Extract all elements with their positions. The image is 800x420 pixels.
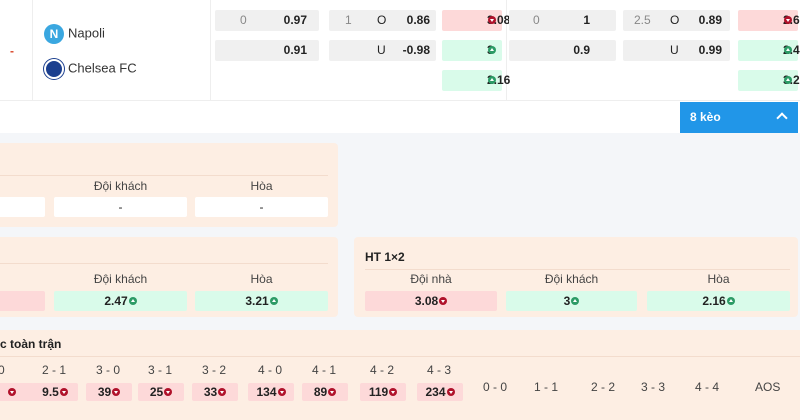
- arrow-down-icon: [328, 388, 337, 396]
- ou-cell[interactable]: U -0.98: [329, 40, 436, 61]
- odds-home[interactable]: [0, 291, 45, 311]
- score-column: -: [0, 0, 33, 100]
- divider: [506, 0, 507, 100]
- match-row: - N Napoli Chelsea FC 0 0.97 1 O 0.86 3.08 0…: [0, 0, 800, 133]
- label-home: Đội nhà: [410, 272, 452, 286]
- arrow-down-icon: [7, 388, 16, 396]
- arrow-up-icon: [488, 46, 496, 54]
- chevron-up-icon: [776, 112, 788, 124]
- score-odds[interactable]: 9.5: [32, 383, 78, 401]
- ht-x12-cell[interactable]: 3.21: [738, 70, 800, 91]
- odds-draw[interactable]: 3.21: [195, 291, 328, 311]
- score-odds[interactable]: 33: [192, 383, 238, 401]
- ou-cell[interactable]: 1 O 0.86: [329, 10, 436, 31]
- label-away: Đội khách: [93, 272, 148, 286]
- arrow-down-icon: [488, 16, 496, 24]
- odds-away[interactable]: -: [54, 197, 187, 217]
- label-away: Đội khách: [544, 272, 599, 286]
- arrow-up-icon: [128, 297, 137, 305]
- odds-away[interactable]: 2.47: [54, 291, 187, 311]
- score-odds[interactable]: 25: [138, 383, 184, 401]
- arrow-down-icon: [784, 16, 792, 24]
- score-odds[interactable]: 89: [302, 383, 348, 401]
- score-odds[interactable]: [0, 383, 34, 401]
- arrow-up-icon: [784, 76, 792, 84]
- score-odds[interactable]: 134: [248, 383, 294, 401]
- odds-away[interactable]: 3: [506, 291, 637, 311]
- x12-cell[interactable]: 2.16: [442, 70, 510, 91]
- score-odds[interactable]: 39: [86, 383, 132, 401]
- market-card: Đội khách 2.47 Hòa 3.21: [0, 237, 338, 317]
- score-label: 3 - 1: [148, 363, 173, 377]
- score-label: 3 - 0: [96, 363, 121, 377]
- label-draw: Hòa: [707, 272, 730, 286]
- market-card: Đội khách - Hòa -: [0, 143, 338, 227]
- score-label: 4 - 3: [427, 363, 452, 377]
- away-team-name: Chelsea FC: [68, 60, 137, 76]
- home-team[interactable]: N Napoli: [44, 24, 105, 44]
- ht-x12-cell[interactable]: 2.6: [738, 10, 800, 31]
- draw-score-label: 4 - 4: [695, 380, 720, 394]
- draw-score-label: AOS: [755, 380, 781, 394]
- label-draw: Hòa: [250, 272, 273, 286]
- divider: [0, 175, 328, 176]
- home-team-name: Napoli: [68, 25, 105, 41]
- x12-cell[interactable]: 3.08: [442, 10, 510, 31]
- score-label: 4 - 1: [312, 363, 337, 377]
- arrow-down-icon: [439, 297, 448, 305]
- away-team[interactable]: Chelsea FC: [44, 59, 137, 79]
- ht-1x2-card: HT 1×2 Đội nhà 3.08 Đội khách 3 Hòa 2.16: [354, 237, 798, 317]
- score-label: 0: [0, 363, 5, 377]
- x12-cell[interactable]: 3: [442, 40, 502, 61]
- ht-x12-cell[interactable]: 2.47: [738, 40, 800, 61]
- chelsea-logo-icon: [44, 59, 64, 79]
- divider: [0, 100, 800, 101]
- divider: [365, 269, 790, 270]
- score-separator: -: [10, 44, 14, 58]
- odds-box[interactable]: [0, 197, 45, 217]
- draw-score-label: 3 - 3: [641, 380, 666, 394]
- more-odds-label: 8 kèo: [690, 110, 721, 124]
- odds-draw[interactable]: 2.16: [647, 291, 790, 311]
- arrow-down-icon: [59, 388, 68, 396]
- arrow-down-icon: [218, 388, 227, 396]
- score-label: 2 - 1: [42, 363, 67, 377]
- odds-home[interactable]: 3.08: [365, 291, 497, 311]
- score-odds[interactable]: 119: [360, 383, 406, 401]
- odds-draw[interactable]: -: [195, 197, 328, 217]
- arrow-up-icon: [488, 76, 496, 84]
- label-away: Đội khách: [93, 179, 148, 193]
- arrow-up-icon: [571, 297, 580, 305]
- draw-score-label: 2 - 2: [591, 380, 616, 394]
- ht-ou-cell[interactable]: U 0.99: [623, 40, 730, 61]
- score-label: 4 - 2: [370, 363, 395, 377]
- arrow-up-icon: [784, 46, 792, 54]
- score-odds[interactable]: 234: [417, 383, 463, 401]
- draw-score-label: 1 - 1: [534, 380, 559, 394]
- arrow-up-icon: [269, 297, 278, 305]
- napoli-logo-icon: N: [44, 24, 64, 44]
- divider: [0, 356, 800, 357]
- teams-column[interactable]: N Napoli Chelsea FC: [34, 0, 211, 100]
- label-draw: Hòa: [250, 179, 273, 193]
- hcp-cell[interactable]: 0 0.97: [215, 10, 319, 31]
- score-label: 4 - 0: [258, 363, 283, 377]
- card-title: HT 1×2: [365, 250, 405, 264]
- arrow-down-icon: [112, 388, 121, 396]
- arrow-down-icon: [446, 388, 455, 396]
- draw-score-label: 0 - 0: [483, 380, 508, 394]
- more-odds-button[interactable]: 8 kèo: [680, 102, 798, 133]
- hcp-cell[interactable]: 0.91: [215, 40, 319, 61]
- arrow-down-icon: [389, 388, 398, 396]
- arrow-down-icon: [164, 388, 173, 396]
- correct-score-card: c toàn trận 0 2 - 1 9.5 3 - 0 39 3 - 1 25 3 - 2…: [0, 330, 800, 420]
- card-title: c toàn trận: [0, 337, 62, 351]
- arrow-up-icon: [726, 297, 735, 305]
- divider: [0, 263, 328, 264]
- arrow-down-icon: [277, 388, 286, 396]
- score-label: 3 - 2: [202, 363, 227, 377]
- ht-hcp-cell[interactable]: 0.9: [509, 40, 616, 61]
- ht-ou-cell[interactable]: 2.5 O 0.89: [623, 10, 730, 31]
